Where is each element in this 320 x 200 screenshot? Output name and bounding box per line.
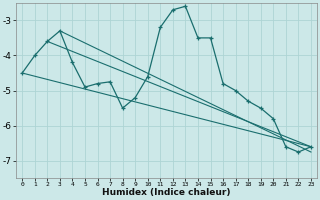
X-axis label: Humidex (Indice chaleur): Humidex (Indice chaleur) bbox=[102, 188, 231, 197]
